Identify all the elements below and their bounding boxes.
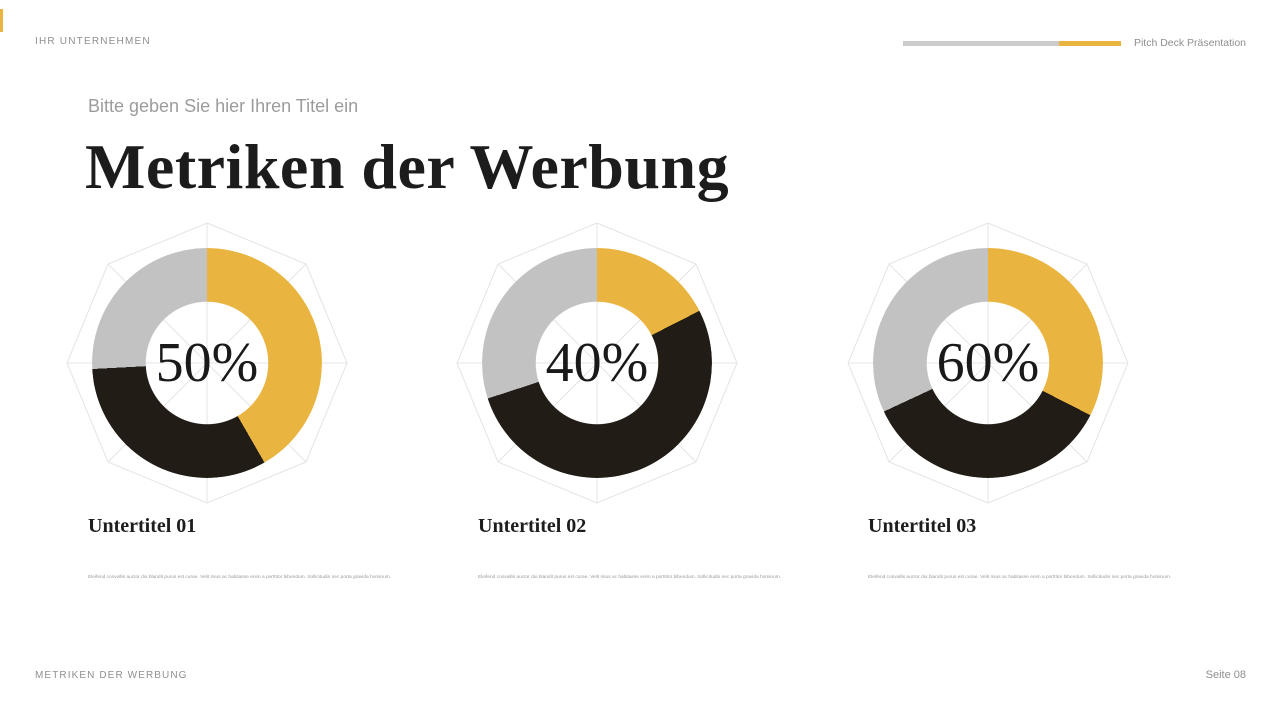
chart-body-wrap-2: Eleifend convallis auctor dui blandit pu… [478, 572, 823, 584]
chart-subtitle-1: Untertitel 01 [88, 515, 197, 537]
chart-body-wrap-1: Eleifend convallis auctor dui blandit pu… [88, 572, 433, 584]
deck-progress-accent [1059, 41, 1121, 46]
chart-block-2: 40% [447, 213, 747, 513]
chart-body-text-1: Eleifend convallis auctor dui blandit pu… [88, 573, 392, 580]
chart-subtitle-2: Untertitel 02 [478, 515, 587, 537]
slide-kicker: Bitte geben Sie hier Ihren Titel ein [88, 96, 359, 116]
chart-block-3: 60% [838, 213, 1138, 513]
deck-title-label: Pitch Deck Präsentation [1133, 37, 1246, 49]
chart-body-wrap-3: Eleifend convallis auctor dui blandit pu… [868, 572, 1213, 584]
donut-percent-label-3: 60% [936, 332, 1040, 394]
slide-title: Metriken der Werbung [85, 131, 730, 202]
chart-body-text-2: Eleifend convallis auctor dui blandit pu… [478, 573, 782, 580]
footer-slide-name: METRIKEN DER WERBUNG [35, 670, 188, 681]
deck-progress-bar [903, 41, 1121, 46]
donut-percent-label-2: 40% [545, 332, 649, 394]
donut-chart-2 [482, 248, 712, 478]
corner-accent-bar [0, 9, 3, 32]
footer-page-number: Seite 08 [1205, 669, 1246, 681]
donut-chart-1 [92, 248, 322, 478]
donut-percent-label-1: 50% [155, 332, 259, 394]
chart-subtitle-3: Untertitel 03 [868, 515, 977, 537]
company-label: IHR UNTERNEHMEN [35, 36, 151, 47]
chart-block-1: 50% [57, 213, 357, 513]
chart-body-text-3: Eleifend convallis auctor dui blandit pu… [868, 573, 1172, 580]
donut-chart-3 [873, 248, 1103, 478]
